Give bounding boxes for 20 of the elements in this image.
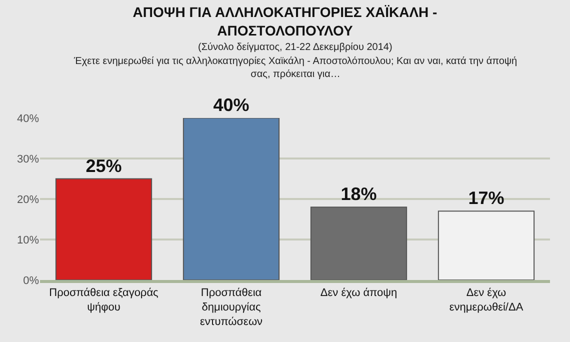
bar <box>55 178 152 280</box>
y-tick-label: 0% <box>23 274 40 287</box>
y-tick-label: 40% <box>16 112 40 125</box>
bar <box>438 210 535 280</box>
bar <box>310 206 408 280</box>
data-label: 40% <box>213 95 250 115</box>
chart-title: ΑΠΟΨΗ ΓΙΑ ΑΛΛΗΛΟΚΑΤΗΓΟΡΙΕΣ ΧΑΪΚΑΛΗ - ΑΠΟΣΤΟΛΟΠΟΥΛΟΥ <box>132 4 438 38</box>
data-label: 18% <box>340 184 377 204</box>
y-tick-label: 20% <box>16 194 40 206</box>
chart-subtitle: (Σύνολο δείγματος, 21-22 Δεκεμβρίου 2014) <box>198 42 392 53</box>
x-tick-label: Δεν έχω ενημερωθεί/ΔΑ <box>449 287 524 314</box>
x-tick-label: Προσπάθεια δημιουργίας εντυπώσεων <box>200 287 264 328</box>
y-tick-label: 10% <box>16 234 40 246</box>
text: Έχετε ενημερωθεί για τις αλληλοκατηγορίες Χαϊκάλη - Αποστολόπουλου; Και αν ναι, κατά την άποψή σας, πρόκειται για… <box>73 56 518 80</box>
data-label: 17% <box>468 188 504 208</box>
y-tick-label: 30% <box>16 153 40 166</box>
bar <box>182 118 280 280</box>
x-tick-label: Προσπάθεια εξαγοράς ψήφου <box>49 287 158 314</box>
x-tick-label: Δεν έχω άποψη <box>320 287 398 300</box>
data-label: 25% <box>86 156 122 176</box>
